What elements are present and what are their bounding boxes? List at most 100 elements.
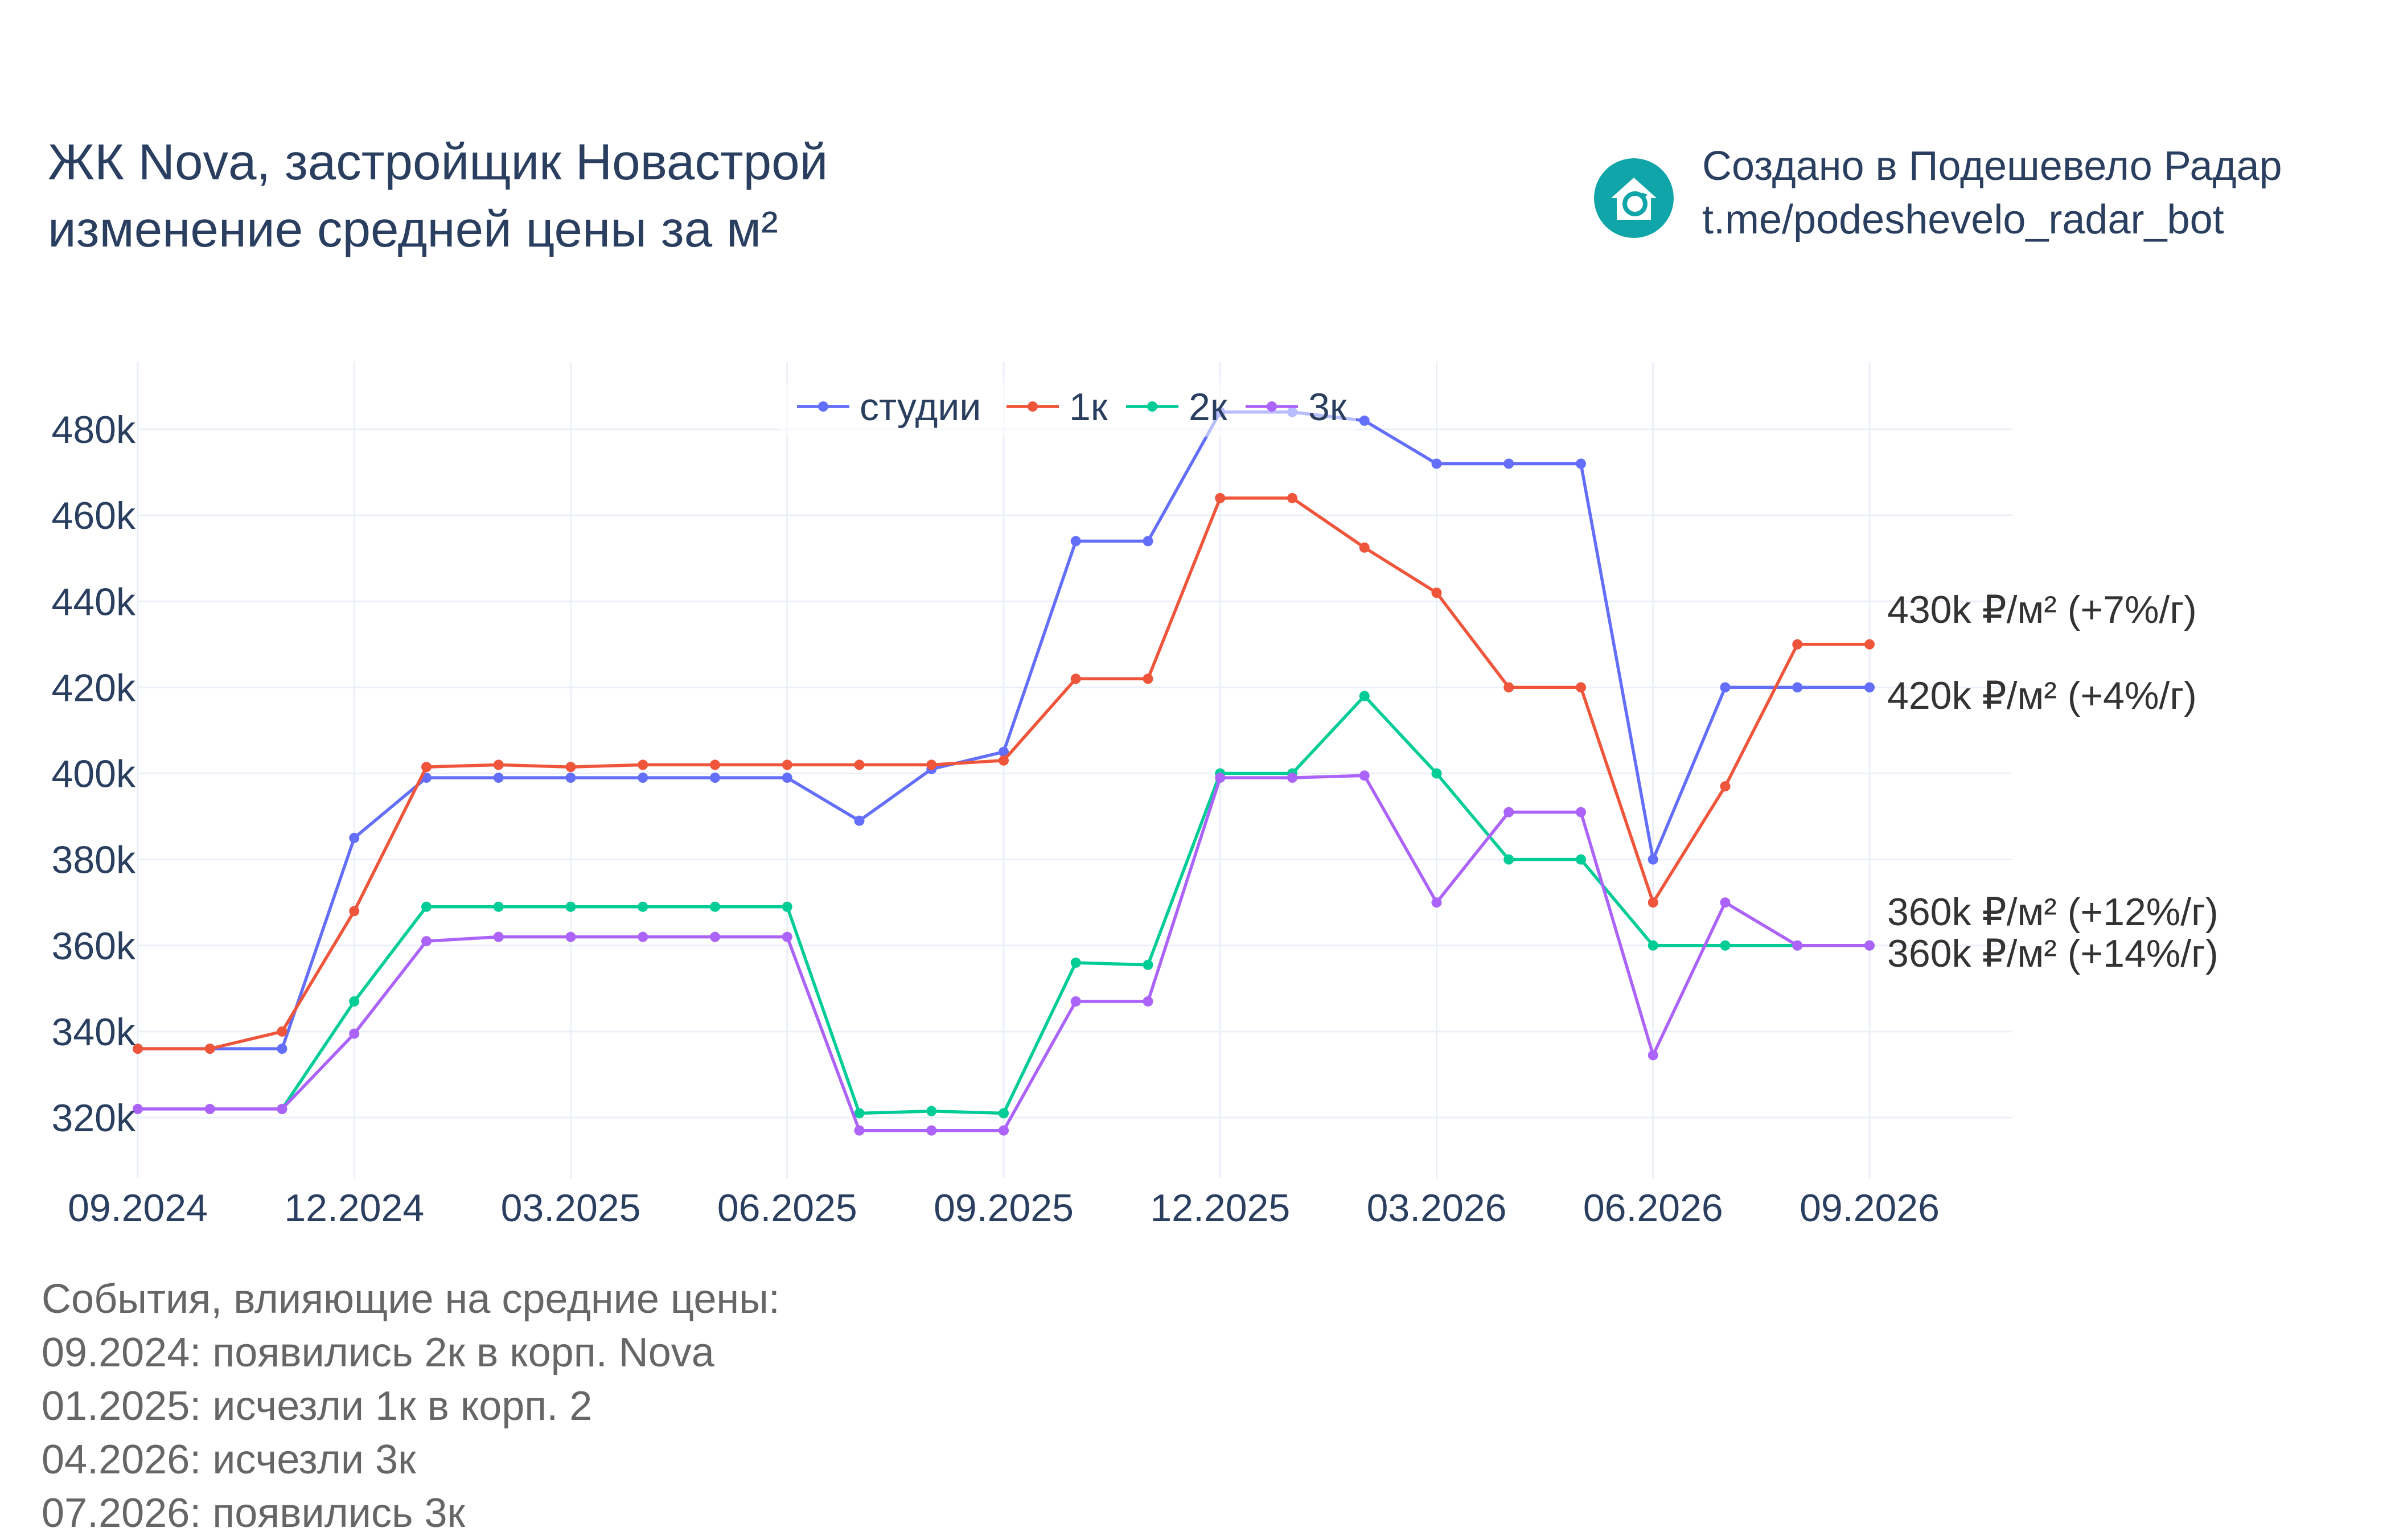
- legend-item[interactable]: 2к: [1126, 385, 1228, 429]
- data-point[interactable]: [1648, 940, 1658, 951]
- data-point[interactable]: [1503, 458, 1514, 469]
- data-point[interactable]: [1143, 536, 1153, 547]
- data-point[interactable]: [1070, 536, 1081, 547]
- data-point[interactable]: [349, 906, 360, 917]
- data-point[interactable]: [1359, 415, 1370, 426]
- legend-item[interactable]: 1к: [1006, 385, 1108, 429]
- data-point[interactable]: [493, 759, 504, 770]
- data-point[interactable]: [1215, 492, 1226, 503]
- data-point[interactable]: [1143, 959, 1153, 970]
- data-point[interactable]: [1648, 897, 1658, 908]
- data-point[interactable]: [1576, 854, 1586, 865]
- events-heading: События, влияющие на средние цены:: [42, 1276, 780, 1322]
- data-point[interactable]: [1503, 854, 1514, 865]
- data-point[interactable]: [1070, 957, 1081, 968]
- data-point[interactable]: [782, 931, 792, 942]
- data-point[interactable]: [999, 1125, 1009, 1136]
- data-point[interactable]: [999, 1108, 1009, 1119]
- data-point[interactable]: [1359, 770, 1370, 781]
- data-point[interactable]: [133, 1044, 143, 1054]
- data-point[interactable]: [1503, 807, 1514, 818]
- data-point[interactable]: [1503, 682, 1514, 693]
- series-3к: [133, 770, 1875, 1136]
- data-point[interactable]: [854, 1125, 865, 1136]
- data-point[interactable]: [133, 1103, 143, 1114]
- data-point[interactable]: [565, 773, 576, 783]
- data-point[interactable]: [854, 1108, 865, 1119]
- events-block: События, влияющие на средние цены: 09.20…: [42, 1272, 780, 1540]
- data-point[interactable]: [1143, 674, 1153, 684]
- data-point[interactable]: [565, 901, 576, 912]
- data-point[interactable]: [349, 1028, 360, 1039]
- data-point[interactable]: [1070, 674, 1081, 684]
- data-point[interactable]: [999, 755, 1009, 766]
- data-point[interactable]: [782, 759, 792, 770]
- data-point[interactable]: [1287, 773, 1297, 783]
- data-point[interactable]: [1431, 897, 1442, 908]
- x-tick-label: 12.2025: [1150, 1186, 1290, 1230]
- data-point[interactable]: [1720, 897, 1731, 908]
- data-point[interactable]: [999, 746, 1009, 757]
- data-point[interactable]: [854, 759, 865, 770]
- data-point[interactable]: [1864, 682, 1875, 693]
- data-point[interactable]: [493, 931, 504, 942]
- brand-block[interactable]: Создано в Подешевело Радар t.me/podeshev…: [1594, 139, 2282, 247]
- data-point[interactable]: [1431, 458, 1442, 469]
- data-point[interactable]: [1287, 492, 1297, 503]
- price-chart: 320k 340k 360k 380k 400k 420k 440k 460k 480k 09.…: [52, 362, 2219, 1230]
- data-point[interactable]: [565, 762, 576, 773]
- data-point[interactable]: [710, 901, 720, 912]
- data-point[interactable]: [638, 931, 648, 942]
- data-point[interactable]: [421, 901, 432, 912]
- data-point[interactable]: [421, 936, 432, 947]
- data-point[interactable]: [277, 1044, 287, 1054]
- data-point[interactable]: [1576, 458, 1586, 469]
- data-point[interactable]: [204, 1103, 215, 1114]
- data-point[interactable]: [638, 901, 648, 912]
- data-point[interactable]: [638, 773, 648, 783]
- data-point[interactable]: [277, 1026, 287, 1037]
- data-point[interactable]: [1576, 807, 1586, 818]
- legend-item[interactable]: студии: [797, 385, 981, 429]
- data-point[interactable]: [782, 901, 792, 912]
- data-point[interactable]: [1792, 682, 1803, 693]
- data-point[interactable]: [1792, 639, 1803, 650]
- data-point[interactable]: [638, 759, 648, 770]
- data-point[interactable]: [854, 815, 865, 826]
- data-point[interactable]: [926, 1106, 937, 1116]
- data-point[interactable]: [421, 762, 432, 773]
- data-point[interactable]: [204, 1044, 215, 1054]
- data-point[interactable]: [710, 773, 720, 783]
- data-point[interactable]: [1720, 682, 1731, 693]
- data-point[interactable]: [782, 773, 792, 783]
- legend-item[interactable]: 3к: [1246, 385, 1347, 429]
- data-point[interactable]: [710, 931, 720, 942]
- data-point[interactable]: [1648, 1050, 1658, 1061]
- data-point[interactable]: [1431, 768, 1442, 779]
- data-point[interactable]: [926, 1125, 937, 1136]
- data-point[interactable]: [493, 773, 504, 783]
- data-point[interactable]: [1359, 691, 1370, 701]
- data-point[interactable]: [349, 996, 360, 1007]
- data-point[interactable]: [1720, 940, 1731, 951]
- data-point[interactable]: [1431, 588, 1442, 598]
- data-point[interactable]: [1143, 996, 1153, 1007]
- data-point[interactable]: [1792, 940, 1803, 951]
- data-point[interactable]: [1720, 781, 1731, 792]
- data-point[interactable]: [1648, 854, 1658, 865]
- data-point[interactable]: [349, 832, 360, 843]
- data-point[interactable]: [926, 759, 937, 770]
- brand-link[interactable]: t.me/podeshevelo_radar_bot: [1702, 197, 2224, 243]
- data-point[interactable]: [565, 931, 576, 942]
- data-point[interactable]: [1215, 773, 1226, 783]
- data-point[interactable]: [277, 1103, 287, 1114]
- data-point[interactable]: [1864, 639, 1875, 650]
- end-value-label: 420k ₽/м² (+4%/г): [1887, 674, 2197, 717]
- data-point[interactable]: [1070, 996, 1081, 1007]
- grid: [137, 362, 2012, 1178]
- data-point[interactable]: [1864, 940, 1875, 951]
- data-point[interactable]: [493, 901, 504, 912]
- data-point[interactable]: [710, 759, 720, 770]
- data-point[interactable]: [1576, 682, 1586, 693]
- data-point[interactable]: [1359, 542, 1370, 553]
